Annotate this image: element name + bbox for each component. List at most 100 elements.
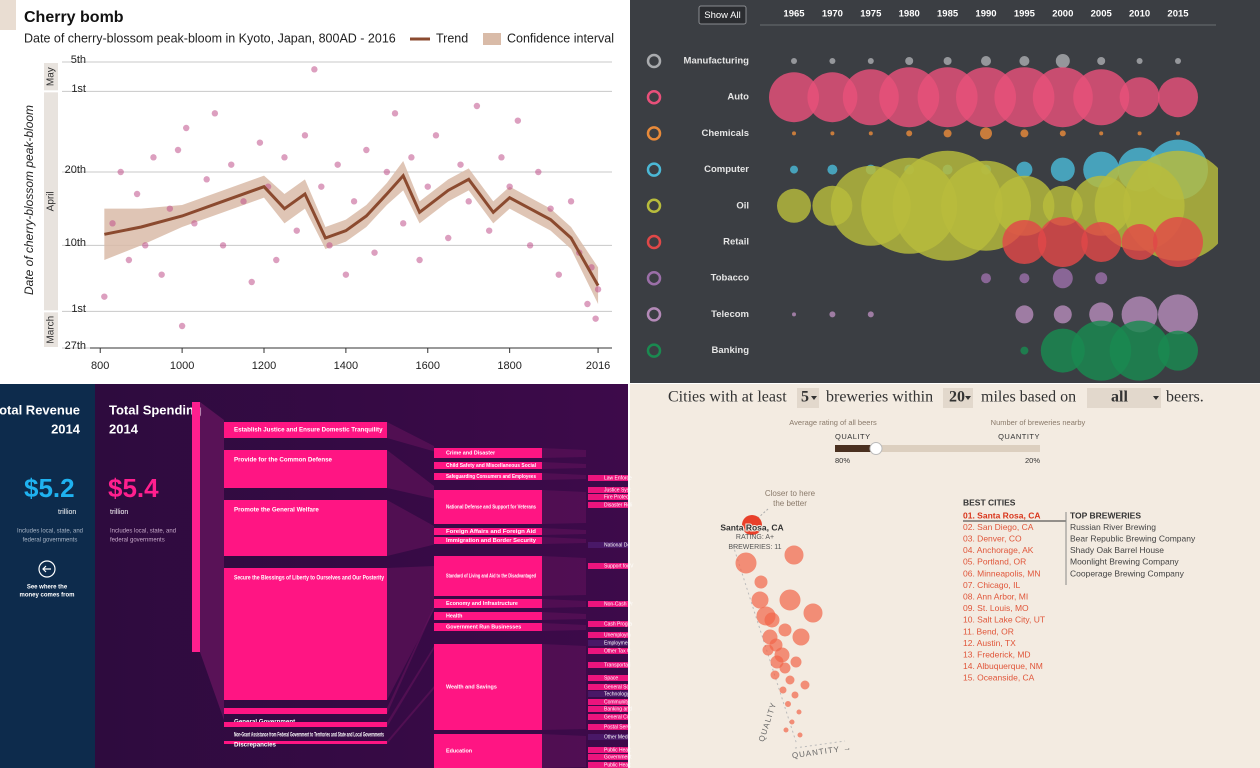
bloom-point xyxy=(371,249,378,256)
bubble xyxy=(981,273,991,284)
program-box xyxy=(588,675,628,681)
industry-icon xyxy=(646,89,662,105)
bubble xyxy=(1158,294,1198,335)
bloom-point xyxy=(101,293,108,300)
x-tick-label: 1200 xyxy=(252,360,276,372)
goal-box xyxy=(224,500,387,556)
best-city: 07. Chicago, IL xyxy=(963,580,1020,590)
city-bubble xyxy=(779,686,787,694)
y-tick-label: 5th xyxy=(71,54,86,66)
bloom-point xyxy=(240,198,247,205)
highlight-count: BREWERIES: 11 xyxy=(728,544,781,551)
spending-unit: trillion xyxy=(110,509,128,516)
industry-icon xyxy=(646,343,662,358)
slider-label: QUANTITY xyxy=(998,432,1040,441)
flow xyxy=(542,612,586,620)
function-label: Crime and Disaster xyxy=(446,450,496,456)
city-bubble xyxy=(751,591,769,609)
select-box[interactable] xyxy=(943,388,973,408)
slider-knob[interactable] xyxy=(869,442,883,455)
bloom-point xyxy=(166,205,174,212)
bloom-point xyxy=(350,198,358,205)
bubble xyxy=(994,175,1055,236)
revenue-year: 2014 xyxy=(51,421,81,436)
function-label: Immigration and Border Security xyxy=(446,538,536,544)
bloom-point xyxy=(416,256,423,264)
revenue-link: See where the xyxy=(27,585,68,591)
y-tick-label: 27th xyxy=(65,340,86,352)
bloom-point xyxy=(256,139,264,146)
bloom-point xyxy=(363,146,370,154)
total-bar xyxy=(192,402,200,652)
bubble xyxy=(1016,161,1033,178)
function-box xyxy=(434,528,542,535)
show-all-button[interactable] xyxy=(698,5,747,25)
bloom-point xyxy=(326,242,333,249)
program-box xyxy=(588,754,628,760)
city-bubble xyxy=(779,589,801,611)
best-city: 03. Denver, CO xyxy=(963,533,1022,543)
year-label: 1990 xyxy=(975,9,996,20)
bloom-point xyxy=(293,227,300,234)
city-bubble xyxy=(789,719,795,725)
select-box[interactable] xyxy=(797,388,819,408)
flow xyxy=(542,556,586,596)
top-brewery: Cooperage Brewing Company xyxy=(1070,568,1185,578)
quantity-axis xyxy=(794,740,846,749)
program-label: Unemploym xyxy=(604,632,631,638)
bubble xyxy=(1153,217,1203,267)
select-box[interactable] xyxy=(1087,388,1161,408)
industry-label: Telecom xyxy=(711,309,749,320)
month-label: April xyxy=(46,191,57,211)
bubble xyxy=(1137,131,1142,136)
year-label: 1980 xyxy=(899,9,920,20)
bubble xyxy=(1089,302,1114,327)
bubble xyxy=(1121,224,1158,260)
y-tick-label: 10th xyxy=(65,237,86,249)
bubble xyxy=(867,58,874,64)
bloom-point xyxy=(567,198,575,205)
x-tick-label: 800 xyxy=(91,360,109,372)
program-box xyxy=(588,640,628,646)
spending-year: 2014 xyxy=(109,421,139,436)
flow xyxy=(387,500,434,556)
highlight-bubble xyxy=(742,515,762,535)
goal-label: Secure the Blessings of Liberty to Ourse… xyxy=(234,575,384,582)
bubble xyxy=(829,58,836,64)
function-label: Economy and Infrastructure xyxy=(446,601,518,607)
industry-label: Retail xyxy=(723,237,749,248)
revenue-note: Includes local, state, and xyxy=(17,529,83,535)
goal-label: Establish Justice and Ensure Domestic Tr… xyxy=(234,427,383,434)
city-bubble xyxy=(797,732,803,738)
bloom-point xyxy=(342,271,350,278)
program-label: Justice Syst xyxy=(604,487,631,493)
slider-caption: Average rating of all beers xyxy=(789,418,877,427)
program-label: Employmen xyxy=(604,640,631,646)
flow xyxy=(387,566,434,700)
bloom-point xyxy=(211,110,219,117)
bubble xyxy=(867,311,874,318)
month-band xyxy=(44,92,58,311)
flow xyxy=(542,528,586,535)
bubble xyxy=(905,57,914,65)
back-button[interactable] xyxy=(38,560,56,578)
bloom-point xyxy=(445,234,452,242)
bloom-point xyxy=(473,102,481,110)
bubble xyxy=(943,57,952,65)
bubble xyxy=(1158,77,1198,118)
button-label: Show All xyxy=(704,10,740,21)
program-label: Community xyxy=(604,699,630,705)
bloom-point xyxy=(485,227,493,234)
bubble xyxy=(1109,320,1170,381)
bloom-point xyxy=(273,256,280,264)
city-bubble xyxy=(762,644,774,656)
slider-value: 80% xyxy=(835,456,850,465)
highlight-rating: RATING: A+ xyxy=(736,534,774,541)
best-city: 09. St. Louis, MO xyxy=(963,603,1029,613)
bubble xyxy=(830,131,835,136)
best-city: 15. Oceanside, CA xyxy=(963,673,1035,683)
trend-line xyxy=(104,172,600,287)
best-city: 04. Anchorage, AK xyxy=(963,545,1034,555)
bubble xyxy=(1052,268,1073,289)
